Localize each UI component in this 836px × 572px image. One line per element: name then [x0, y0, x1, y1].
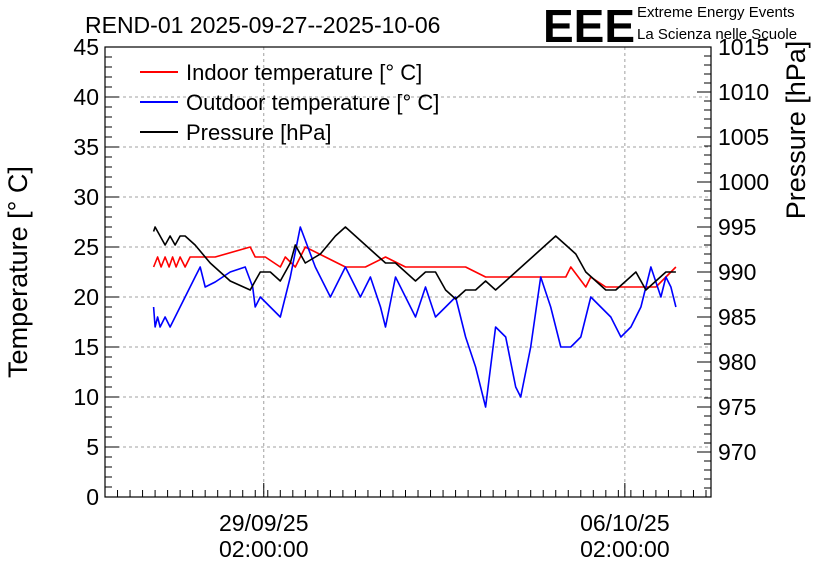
- y-left-tick-label: 20: [73, 284, 99, 310]
- y-axis-title-right: Pressure [hPa]: [781, 41, 811, 220]
- y-axis-title-left: Temperature [° C]: [3, 166, 33, 378]
- y-left-tick-label: 30: [73, 184, 99, 210]
- grid: [105, 47, 711, 497]
- legend-label: Indoor temperature [° C]: [186, 60, 422, 85]
- y-left-tick-label: 45: [73, 34, 99, 60]
- y-left-tick-label: 10: [73, 384, 99, 410]
- x-tick-date: 06/10/25: [580, 510, 670, 536]
- chart-title: REND-01 2025-09-27--2025-10-06: [85, 12, 440, 38]
- series-line-2: [152, 226, 676, 300]
- y-left-tick-label: 5: [86, 434, 99, 460]
- logo-line-2: La Scienza nelle Scuole: [637, 26, 797, 43]
- series-layer: [152, 226, 677, 408]
- x-tick-time: 02:00:00: [219, 536, 309, 562]
- y-right-tick-label: 1000: [718, 169, 769, 195]
- y-right-tick-label: 975: [718, 394, 756, 420]
- logo-line-1: Extreme Energy Events: [637, 4, 795, 21]
- y-right-tick-label: 995: [718, 214, 756, 240]
- legend-label: Pressure [hPa]: [186, 120, 332, 145]
- x-tick-date: 29/09/25: [219, 510, 309, 536]
- y-left-tick-label: 35: [73, 134, 99, 160]
- y-right-tick-label: 980: [718, 349, 756, 375]
- y-left-tick-label: 0: [86, 484, 99, 510]
- x-tick-time: 02:00:00: [580, 536, 670, 562]
- legend-label: Outdoor temperature [° C]: [186, 90, 439, 115]
- y-right-tick-label: 1015: [718, 34, 769, 60]
- legend: Indoor temperature [° C] Outdoor temperat…: [140, 60, 439, 145]
- series-line-1: [152, 226, 677, 408]
- y-right-tick-label: 990: [718, 259, 756, 285]
- y-left-tick-label: 25: [73, 234, 99, 260]
- y-right-tick-label: 1005: [718, 124, 769, 150]
- y-left-tick-label: 15: [73, 334, 99, 360]
- series-line-0: [152, 246, 677, 288]
- y-left-tick-label: 40: [73, 84, 99, 110]
- y-right-tick-label: 1010: [718, 79, 769, 105]
- y-right-tick-label: 970: [718, 439, 756, 465]
- axes: 0510152025303540459709759809859909951000…: [73, 34, 769, 562]
- y-right-tick-label: 985: [718, 304, 756, 330]
- eee-logo: EEE Extreme Energy Events La Scienza nel…: [543, 0, 797, 52]
- logo-mark: EEE: [543, 0, 635, 52]
